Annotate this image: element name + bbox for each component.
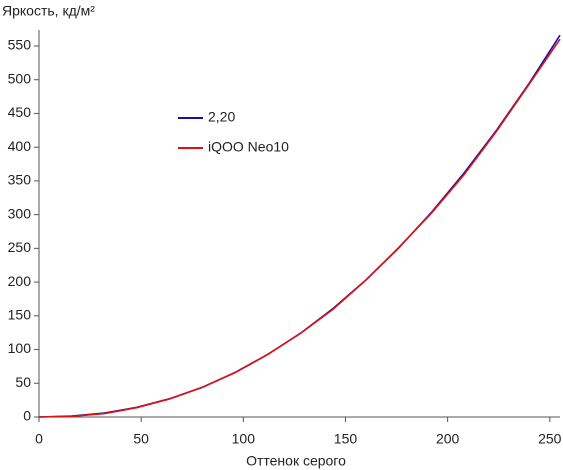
x-tick-label: 200 bbox=[436, 431, 460, 447]
x-tick-label: 150 bbox=[334, 431, 358, 447]
y-tick-label: 300 bbox=[8, 205, 32, 221]
y-tick-label: 550 bbox=[8, 37, 32, 53]
x-tick-label: 100 bbox=[232, 431, 256, 447]
x-tick-label: 0 bbox=[35, 431, 43, 447]
y-tick-label: 150 bbox=[8, 307, 32, 323]
y-tick-label: 350 bbox=[8, 172, 32, 188]
y-tick-label: 400 bbox=[8, 138, 32, 154]
y-tick-label: 450 bbox=[8, 104, 32, 120]
series-line bbox=[38, 38, 561, 418]
x-tick-label: 50 bbox=[133, 431, 149, 447]
series-line bbox=[38, 34, 561, 418]
y-tick-label: 0 bbox=[23, 408, 31, 424]
legend-label: 2,20 bbox=[208, 109, 235, 125]
y-tick-label: 50 bbox=[15, 374, 31, 390]
x-axis-label: Оттенок серого bbox=[246, 453, 346, 469]
x-tick-label: 250 bbox=[538, 431, 562, 447]
y-tick-label: 250 bbox=[8, 239, 32, 255]
legend-label: iQOO Neo10 bbox=[208, 139, 289, 155]
y-tick-label: 500 bbox=[8, 70, 32, 86]
y-axis-label: Яркость, кд/м² bbox=[2, 3, 95, 19]
y-tick-label: 200 bbox=[8, 273, 32, 289]
y-tick-label: 100 bbox=[8, 340, 32, 356]
